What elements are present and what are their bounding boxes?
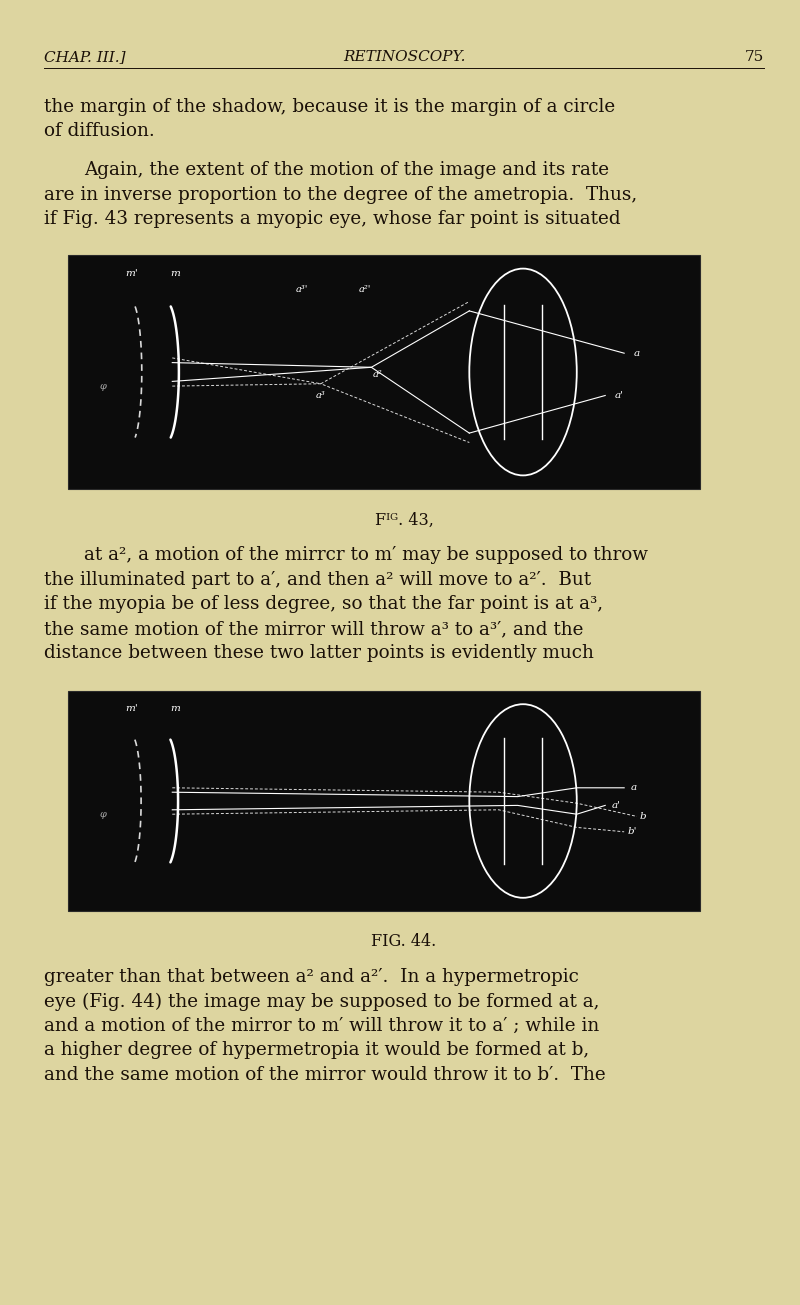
Text: b: b <box>640 812 646 821</box>
Text: greater than that between a² and a²′.  In a hypermetropic: greater than that between a² and a²′. In… <box>44 968 579 987</box>
Text: 75: 75 <box>745 50 764 64</box>
Text: a: a <box>634 348 640 358</box>
Text: Again, the extent of the motion of the image and its rate: Again, the extent of the motion of the i… <box>84 161 609 179</box>
Text: a': a' <box>614 392 624 401</box>
Bar <box>68 692 700 911</box>
Text: and the same motion of the mirror would throw it to b′.  The: and the same motion of the mirror would … <box>44 1066 606 1084</box>
Text: a²': a²' <box>359 284 371 294</box>
Text: the same motion of the mirror will throw a³ to a³′, and the: the same motion of the mirror will throw… <box>44 620 583 638</box>
Text: if Fig. 43 represents a myopic eye, whose far point is situated: if Fig. 43 represents a myopic eye, whos… <box>44 210 621 228</box>
Text: FIG. 44.: FIG. 44. <box>371 933 437 950</box>
Text: φ: φ <box>99 809 106 818</box>
Text: m': m' <box>125 269 138 278</box>
Text: of diffusion.: of diffusion. <box>44 123 154 141</box>
Text: a higher degree of hypermetropia it would be formed at b,: a higher degree of hypermetropia it woul… <box>44 1041 590 1060</box>
Text: φ: φ <box>99 381 106 390</box>
Text: m: m <box>170 705 180 714</box>
Text: a: a <box>630 783 637 792</box>
Text: b': b' <box>627 827 637 837</box>
Text: distance between these two latter points is evidently much: distance between these two latter points… <box>44 645 594 663</box>
Text: eye (Fig. 44) the image may be supposed to be formed at a,: eye (Fig. 44) the image may be supposed … <box>44 993 599 1011</box>
Text: m': m' <box>125 705 138 714</box>
Text: m: m <box>170 269 180 278</box>
Text: the illuminated part to a′, and then a² will move to a²′.  But: the illuminated part to a′, and then a² … <box>44 572 591 589</box>
Text: at a², a motion of the mirrcr to m′ may be supposed to throw: at a², a motion of the mirrcr to m′ may … <box>84 547 648 565</box>
Text: CHAP. III.]: CHAP. III.] <box>44 50 126 64</box>
Text: and a motion of the mirror to m′ will throw it to a′ ; while in: and a motion of the mirror to m′ will th… <box>44 1017 599 1035</box>
Text: a²: a² <box>373 369 382 378</box>
Text: a³': a³' <box>296 284 308 294</box>
Text: a': a' <box>611 801 621 810</box>
Text: the margin of the shadow, because it is the margin of a circle: the margin of the shadow, because it is … <box>44 98 615 116</box>
Bar <box>68 254 700 489</box>
Text: Fᴵᴳ. 43,: Fᴵᴳ. 43, <box>374 512 434 529</box>
Text: if the myopia be of less degree, so that the far point is at a³,: if the myopia be of less degree, so that… <box>44 595 603 613</box>
Text: RETINOSCOPY.: RETINOSCOPY. <box>342 50 466 64</box>
Text: a³: a³ <box>316 390 326 399</box>
Text: are in inverse proportion to the degree of the ametropia.  Thus,: are in inverse proportion to the degree … <box>44 185 638 204</box>
